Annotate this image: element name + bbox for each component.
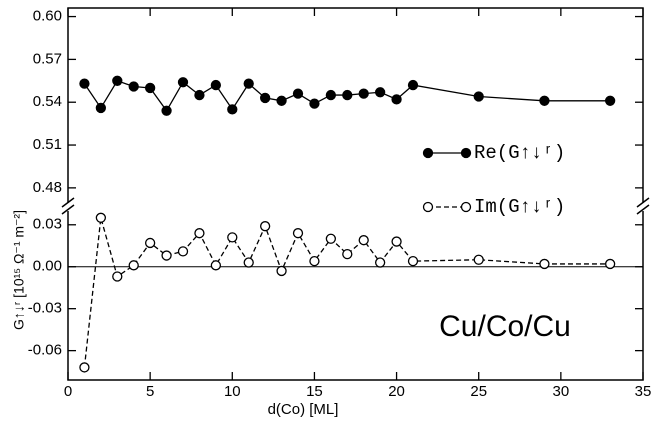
axis-break xyxy=(61,204,75,215)
y-tick-label: 0.51 xyxy=(33,136,62,153)
data-point xyxy=(358,88,369,99)
y-tick-label: 0.57 xyxy=(33,50,62,67)
data-point xyxy=(292,228,304,239)
break-gap xyxy=(635,203,651,211)
y-tick-label: 0.48 xyxy=(33,179,62,196)
x-tick-label: 15 xyxy=(306,383,323,400)
data-point xyxy=(342,89,353,101)
data-point xyxy=(112,75,123,86)
data-point xyxy=(95,212,107,223)
axis-break xyxy=(636,204,650,215)
data-point xyxy=(79,362,90,373)
data-point xyxy=(144,82,156,94)
data-point xyxy=(210,79,222,91)
data-point xyxy=(309,98,320,109)
x-tick-label: 5 xyxy=(146,383,154,400)
legend-marker xyxy=(422,147,434,159)
data-point xyxy=(276,265,287,277)
data-point xyxy=(95,102,107,114)
x-tick-label: 35 xyxy=(635,383,652,400)
data-point xyxy=(243,257,254,268)
data-point xyxy=(128,81,139,92)
axis-break xyxy=(61,197,75,208)
series-line xyxy=(83,217,611,368)
legend-marker xyxy=(422,201,434,213)
data-point xyxy=(604,258,616,270)
x-axis-label: d(Co) [ML] xyxy=(268,401,339,418)
y-tick-label: 0.00 xyxy=(33,258,62,275)
annotation: Cu/Co/Cu xyxy=(439,310,571,343)
data-point xyxy=(161,250,172,261)
y-tick-label: -0.06 xyxy=(28,342,62,359)
data-point xyxy=(259,92,271,104)
data-point xyxy=(407,255,419,267)
data-point xyxy=(374,257,386,268)
data-point xyxy=(539,95,550,106)
data-point xyxy=(128,260,139,271)
data-point xyxy=(259,221,271,232)
data-point xyxy=(604,95,616,106)
data-point xyxy=(161,105,172,116)
data-point xyxy=(473,254,484,265)
legend-marker xyxy=(460,147,472,159)
y-axis-label: G↑↓ʳ [10¹⁵ Ω⁻¹ m⁻²] xyxy=(11,210,27,330)
data-point xyxy=(358,235,369,246)
data-point xyxy=(194,89,205,101)
x-tick-label: 25 xyxy=(470,383,487,400)
legend-label: Im(G↑↓ʳ) xyxy=(474,196,565,218)
y-tick-label: 0.54 xyxy=(33,93,62,110)
data-point xyxy=(177,77,189,88)
data-point xyxy=(227,104,238,115)
data-point xyxy=(325,233,337,244)
break-gap xyxy=(60,203,76,211)
x-tick-label: 20 xyxy=(388,383,405,400)
axis-break xyxy=(636,197,650,208)
data-point xyxy=(194,228,205,239)
data-point xyxy=(276,95,287,106)
data-point xyxy=(325,89,337,101)
data-point xyxy=(79,78,90,89)
data-point xyxy=(391,94,402,105)
y-tick-label: 0.60 xyxy=(33,8,62,25)
data-point xyxy=(539,258,550,270)
data-point xyxy=(391,236,402,247)
data-point xyxy=(243,78,254,89)
y-tick-label: 0.03 xyxy=(33,216,62,233)
data-point xyxy=(473,91,484,102)
data-point xyxy=(177,246,189,257)
data-point xyxy=(227,232,238,243)
data-point xyxy=(407,79,419,91)
x-tick-label: 0 xyxy=(64,383,72,400)
data-point xyxy=(309,255,320,267)
x-tick-label: 30 xyxy=(553,383,570,400)
data-point xyxy=(112,271,123,282)
data-point xyxy=(144,237,156,249)
legend-label: Re(G↑↓ʳ) xyxy=(474,142,565,164)
y-tick-label: -0.03 xyxy=(28,300,62,317)
x-tick-label: 10 xyxy=(224,383,241,400)
legend-marker xyxy=(460,201,472,213)
frame xyxy=(67,7,644,381)
data-point xyxy=(374,87,386,98)
data-point xyxy=(292,88,304,99)
data-point xyxy=(342,248,353,260)
data-point xyxy=(210,260,222,271)
